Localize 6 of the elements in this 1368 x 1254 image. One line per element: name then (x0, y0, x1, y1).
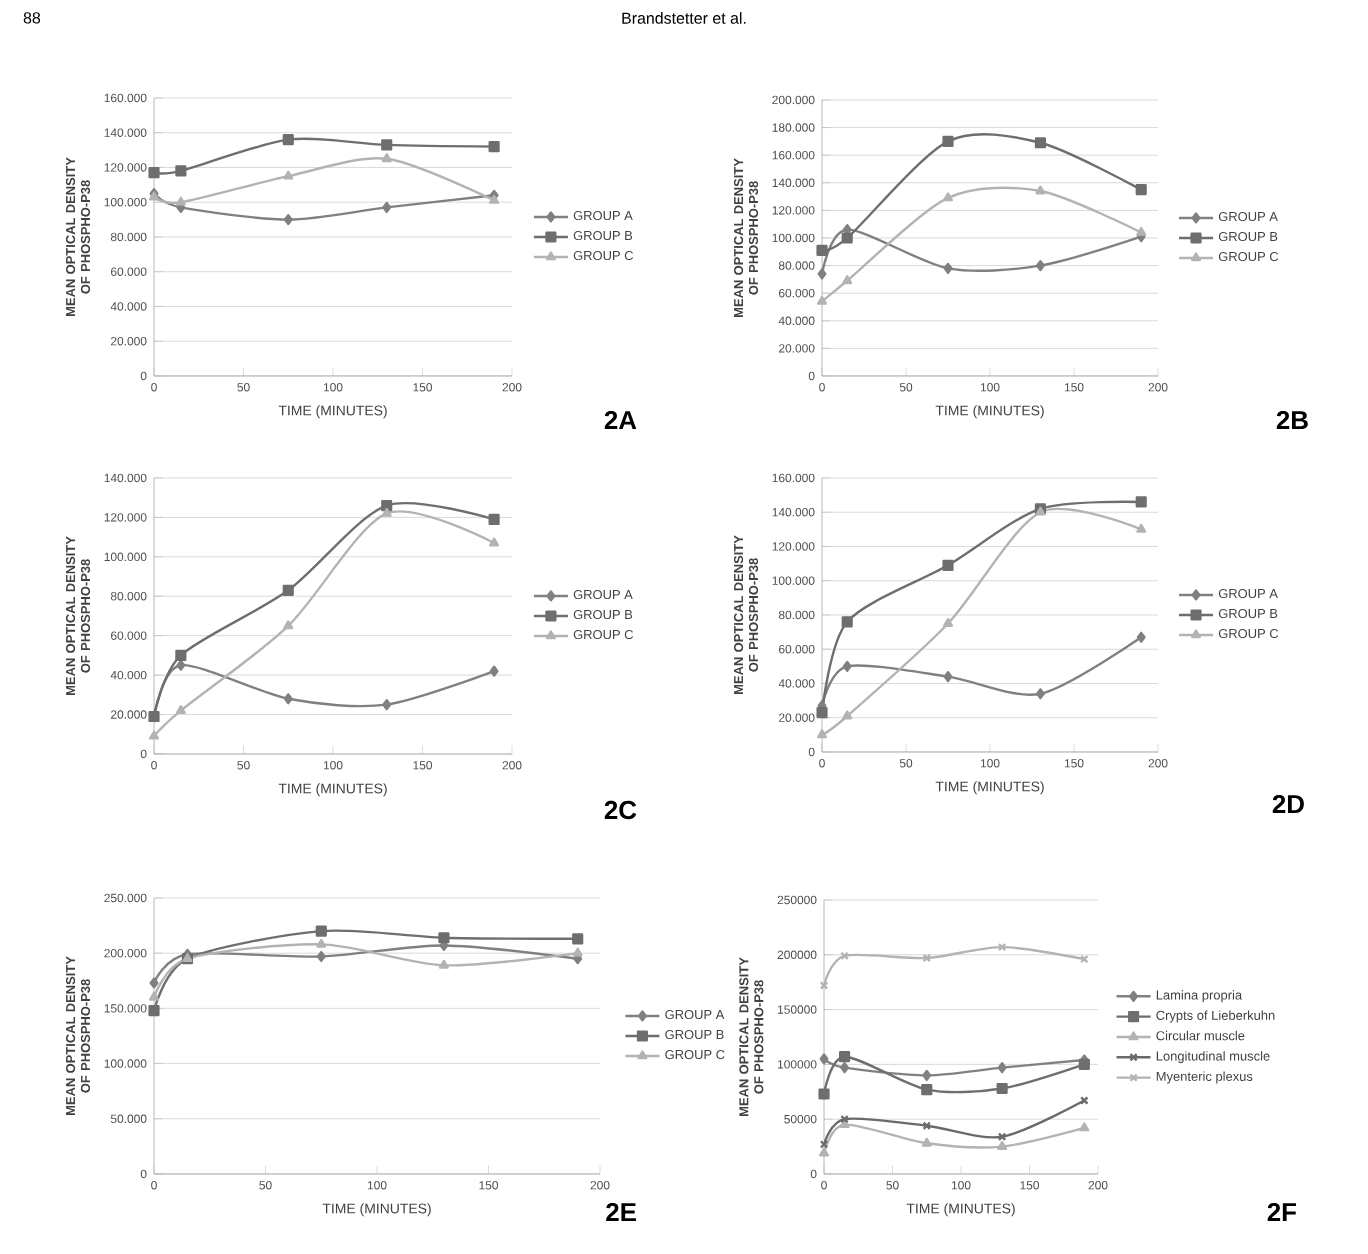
text: 2F (1267, 1202, 1297, 1222)
text: 2A (604, 410, 637, 430)
text: 2C (604, 800, 637, 820)
text: 2B (1276, 410, 1308, 430)
text: 2E (606, 1202, 636, 1222)
text: 2D (1272, 794, 1304, 814)
